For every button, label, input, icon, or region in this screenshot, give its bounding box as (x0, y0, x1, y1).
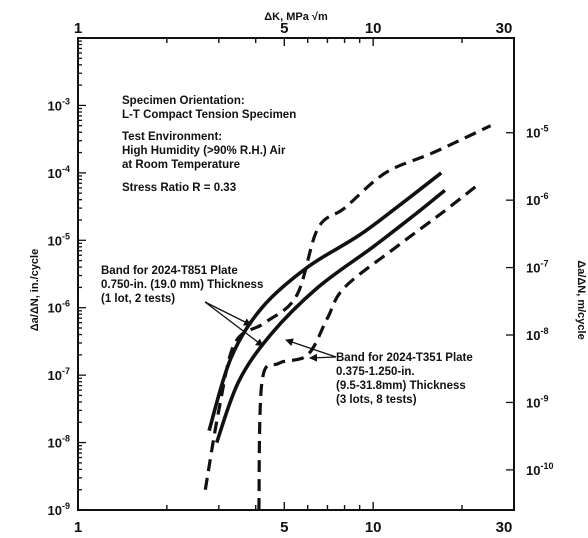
top-axis-title: ΔK, MPa √m (264, 11, 328, 23)
right-axis-title: Δa/ΔN, m/cycle (575, 260, 587, 339)
leader-arrow (309, 353, 337, 362)
annotation-3: Stress Ratio R = 0.33 (122, 182, 236, 194)
leader-arrow (204, 301, 264, 347)
y-tick-label-right: 10-10 (526, 461, 553, 478)
x-tick-label-top: 1 (74, 20, 82, 37)
annotation-line: (3 lots, 8 tests) (336, 394, 417, 406)
band-curve-solid (207, 171, 443, 432)
y-tick-label-right: 10-6 (526, 191, 548, 208)
annotation-line: Test Environment: (122, 131, 222, 143)
y-tick-label-right: 10-8 (526, 326, 548, 343)
annotation-line: High Humidity (>90% R.H.) Air (122, 145, 286, 157)
annotation-line: 0.750-in. (19.0 mm) Thickness (101, 279, 263, 291)
y-tick-label-right: 10-7 (526, 259, 548, 276)
x-tick-label-top: 30 (496, 20, 513, 37)
y-tick-label-left: 10-8 (48, 434, 70, 451)
annotation-line: at Room Temperature (122, 159, 240, 171)
annotation-line: Stress Ratio R = 0.33 (122, 182, 236, 194)
annotation-1: Specimen Orientation: L-T Compact Tension… (122, 95, 296, 121)
annotation-line: (9.5-31.8mm) Thickness (336, 380, 466, 392)
x-tick-label-top: 5 (280, 20, 288, 37)
y-tick-label-left: 10-7 (48, 366, 70, 383)
y-tick-label-left: 10-4 (48, 164, 70, 181)
annotation-line: 0.375-1.250-in. (336, 366, 415, 378)
y-tick-label-left: 10-9 (48, 501, 70, 518)
x-tick-label-bottom: 1 (74, 519, 82, 536)
annotation-4: Band for 2024-T851 Plate 0.750-in. (19.0 … (101, 265, 263, 305)
leader-arrow (204, 301, 252, 326)
band-curve-solid (215, 188, 447, 444)
annotation-2: Test Environment: High Humidity (>90% R.H… (122, 131, 286, 171)
leader-arrow (285, 338, 337, 358)
x-tick-label-bottom: 30 (496, 519, 513, 536)
y-tick-label-right: 10-5 (526, 124, 548, 141)
annotation-line: Band for 2024-T351 Plate (336, 352, 473, 364)
y-tick-label-right: 10-9 (526, 393, 548, 410)
left-axis-title: Δa/ΔN, in./cycle (29, 249, 41, 331)
y-tick-label-left: 10-5 (48, 231, 70, 248)
annotation-line: L-T Compact Tension Specimen (122, 109, 296, 121)
band-curve-dashed (257, 182, 481, 511)
y-tick-label-left: 10-3 (48, 96, 70, 113)
annotation-line: Band for 2024-T851 Plate (101, 265, 238, 277)
y-tick-label-left: 10-6 (48, 299, 70, 316)
plot-frame (77, 37, 515, 511)
x-tick-label-top: 10 (365, 20, 382, 37)
annotation-line: Specimen Orientation: (122, 95, 245, 107)
x-tick-label-bottom: 10 (365, 519, 382, 536)
x-tick-label-bottom: 5 (280, 519, 288, 536)
band-curve-dashed (203, 124, 492, 490)
annotation-5: Band for 2024-T351 Plate 0.375-1.250-in. (… (336, 352, 473, 406)
annotation-line: (1 lot, 2 tests) (101, 293, 175, 305)
